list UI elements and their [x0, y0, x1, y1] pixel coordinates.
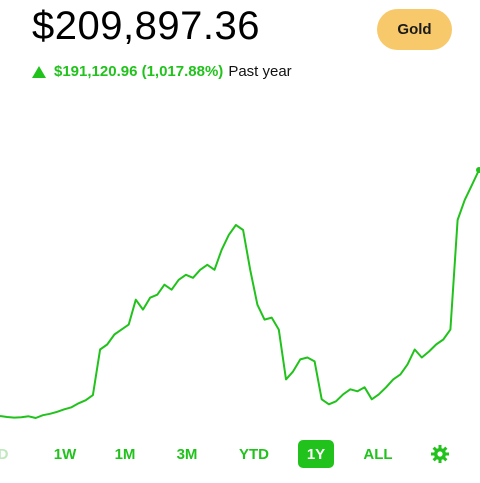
tab[interactable]: ALL: [363, 445, 393, 463]
change-amount: $191,120.96 (1,017.88%): [54, 63, 224, 80]
tab[interactable]: 3M: [176, 445, 198, 463]
change-row: $191,120.96 (1,017.88%) Past year: [32, 63, 292, 80]
range-tabs: D 1W 1M 3M YTD 1Y ALL: [0, 440, 480, 470]
price-line: [0, 169, 480, 419]
chart: [0, 167, 480, 419]
period: Past year: [228, 63, 292, 80]
up-arrow: [32, 65, 46, 78]
tab[interactable]: 1M: [114, 445, 136, 463]
tab-selected[interactable]: 1Y: [298, 440, 334, 468]
balance: $209,897.36: [32, 4, 260, 48]
settings-icon[interactable]: [430, 440, 450, 468]
tab[interactable]: D: [0, 445, 9, 463]
tab[interactable]: YTD: [239, 445, 269, 463]
tab[interactable]: 1W: [53, 445, 77, 463]
gold-button[interactable]: Gold: [377, 9, 452, 50]
end-dot: [476, 167, 480, 173]
